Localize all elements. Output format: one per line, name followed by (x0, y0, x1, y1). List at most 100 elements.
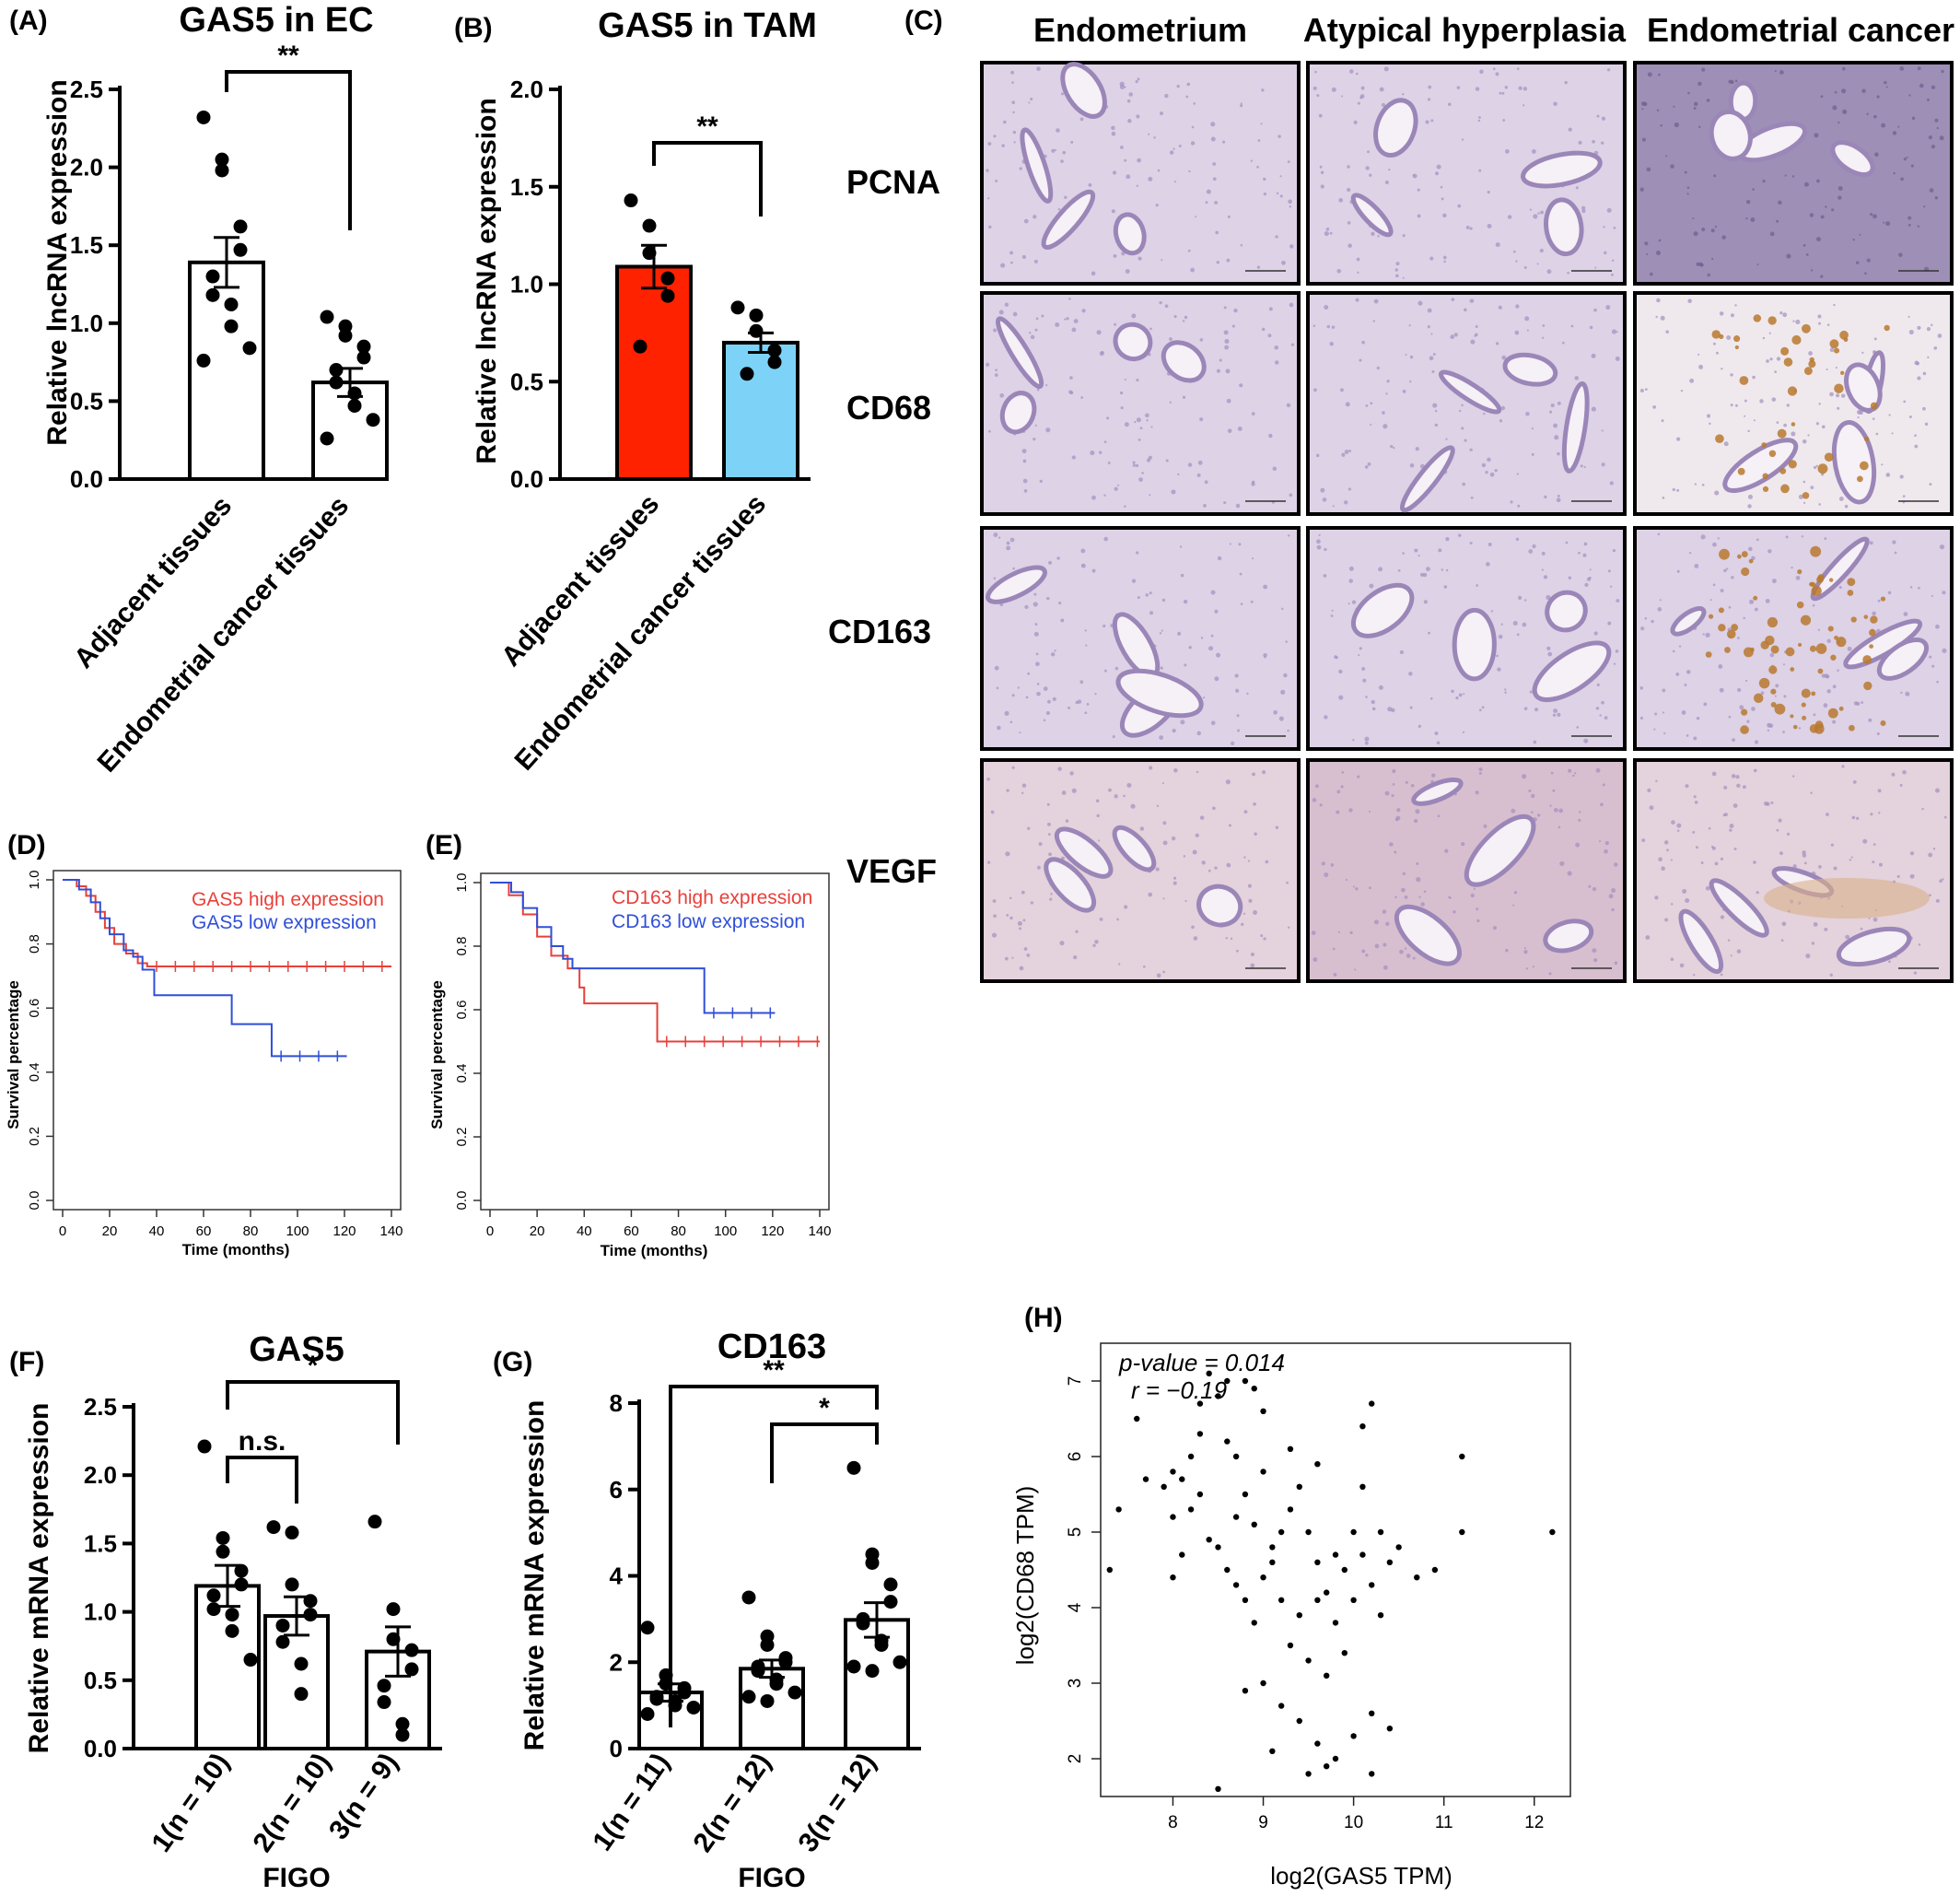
data-point (275, 1618, 290, 1633)
ihc-column-endometrium: Endometrium (1033, 11, 1247, 49)
tissue-cell (1656, 298, 1661, 303)
scatter-point (1260, 1574, 1266, 1581)
data-point (730, 300, 745, 315)
tissue-cell (1287, 926, 1290, 930)
data-point (749, 308, 764, 322)
tissue-cell (1320, 170, 1324, 175)
scatter-point (1296, 1717, 1302, 1725)
tissue-cell (1024, 604, 1029, 609)
positive-stain (1790, 667, 1795, 672)
tissue-cell (1434, 731, 1439, 736)
tissue-cell (1252, 772, 1255, 777)
tissue-cell (1034, 623, 1038, 626)
positive-stain (1737, 467, 1745, 475)
tissue-cell (1686, 193, 1689, 195)
tissue-cell (1088, 182, 1092, 187)
tissue-cell (1035, 661, 1040, 667)
tissue-cell (1388, 169, 1391, 171)
tissue-cell (1391, 708, 1395, 713)
tissue-cell (1686, 734, 1689, 737)
tissue-cell (1084, 711, 1088, 715)
tissue-cell (1810, 791, 1813, 795)
scatter-point (1260, 1469, 1266, 1475)
data-point (865, 1664, 880, 1679)
tissue-cell (1241, 922, 1244, 926)
tissue-cell (1364, 741, 1369, 745)
tissue-cell (1148, 176, 1153, 181)
tissue-cell (1432, 403, 1438, 408)
tissue-cell (1694, 564, 1699, 568)
tissue-cell (1641, 137, 1646, 142)
tissue-cell (1010, 70, 1015, 75)
tissue-cell (1355, 298, 1359, 302)
scatter-point (1314, 1740, 1321, 1747)
tissue-cell (1417, 214, 1421, 218)
tissue-cell (1451, 689, 1454, 694)
tissue-cell (1318, 533, 1321, 536)
tissue-cell (1844, 504, 1849, 509)
tissue-cell (1473, 887, 1476, 890)
tissue-cell (1169, 401, 1172, 404)
tissue-cell (1747, 504, 1752, 509)
tissue-cell (1813, 465, 1817, 470)
tissue-cell (1483, 412, 1486, 415)
scatter-point (1369, 1582, 1375, 1588)
data-point (386, 1602, 401, 1617)
data-point (640, 1621, 655, 1635)
tissue-cell (1604, 849, 1608, 854)
tissue-cell (1341, 771, 1345, 774)
tissue-gland (1044, 857, 1097, 913)
tissue-cell (1261, 327, 1266, 332)
tissue-cell (1715, 351, 1719, 355)
tissue-cell (1488, 543, 1492, 546)
tissue-cell (988, 429, 991, 433)
tissue-cell (1137, 158, 1141, 163)
tissue-cell (1136, 378, 1139, 382)
tissue-cell (1394, 895, 1397, 899)
tissue-cell (1224, 338, 1230, 345)
tissue-cell (1394, 817, 1399, 822)
tissue-cell (1546, 269, 1552, 275)
tissue-cell (1802, 853, 1807, 858)
tissue-cell (1429, 696, 1433, 700)
tissue-cell (1099, 917, 1103, 921)
tissue-cell (1930, 323, 1933, 327)
tissue-cell (1205, 201, 1208, 205)
tissue-cell (1451, 298, 1455, 301)
tissue-cell (1438, 548, 1442, 553)
tissue-cell (1362, 678, 1367, 683)
tissue-cell (1613, 227, 1616, 229)
positive-stain (1839, 370, 1845, 375)
ihc-image-pcna-endometrial-cancer (1633, 61, 1954, 286)
positive-stain (1739, 376, 1749, 385)
tissue-cell (1689, 378, 1695, 383)
tissue-cell (1578, 140, 1582, 145)
tissue-cell (1611, 888, 1616, 894)
tissue-cell (1736, 949, 1742, 954)
scatter-point (1359, 1423, 1366, 1430)
tissue-cell (1148, 133, 1150, 135)
ihc-tile-frame (1633, 291, 1954, 516)
tissue-cell (1660, 315, 1665, 321)
tissue-cell (1604, 716, 1608, 720)
y-tick-label: 1.0 (27, 871, 42, 890)
data-point (303, 1608, 318, 1622)
tissue-cell (1240, 244, 1243, 247)
tissue-cell (1426, 567, 1430, 571)
tissue-cell (1261, 88, 1265, 92)
tissue-cell (1011, 956, 1014, 959)
tissue-gland (999, 391, 1037, 435)
tissue-cell (1330, 614, 1334, 617)
tissue-cell (1412, 173, 1418, 179)
tissue-cell (1698, 81, 1702, 87)
tissue-cell (1445, 438, 1448, 440)
tissue-cell (1481, 706, 1485, 709)
tissue-cell (1369, 886, 1371, 890)
panel-a-bar-chart: GAS5 in EC Relative lncRNA expression 0.… (42, 1, 389, 778)
tissue-cell (1043, 686, 1048, 691)
tissue-cell (1214, 201, 1219, 205)
y-tick-label: 2 (610, 1648, 623, 1676)
tissue-cell (1272, 466, 1278, 472)
tissue-cell (1536, 263, 1539, 265)
tissue-cell (1942, 648, 1947, 653)
